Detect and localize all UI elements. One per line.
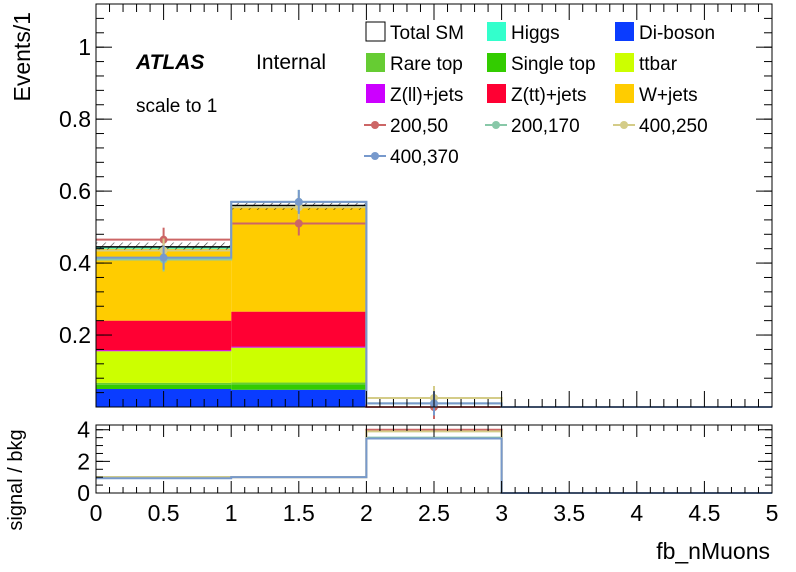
stack-bar-ttbar-bin-0 [96, 351, 232, 383]
signal-400-370-point-0 [159, 253, 168, 262]
ratio-ytick-label-4: 4 [77, 417, 90, 443]
signal-400-370-point-1 [294, 197, 303, 206]
atlas-label: ATLAS [135, 51, 204, 74]
legend-label-z-ll-jets: Z(ll)+jets [390, 85, 463, 106]
legend-label-400-370: 400,370 [390, 147, 459, 168]
legend-swatch-z-ll-jets [366, 84, 385, 103]
legend-label-higgs: Higgs [511, 23, 560, 44]
normalization-note: scale to 1 [136, 96, 217, 117]
main-ytick-label-0.8: 0.8 [59, 106, 91, 132]
legend-label-rare-top: Rare top [390, 54, 463, 75]
main-ytick-label-1: 1 [78, 34, 91, 60]
main-y-axis-label: Events/1 [9, 12, 35, 102]
main-panel: 0.2 0.4 0.6 0.8 1 [59, 3, 773, 419]
legend-label-ttbar: ttbar [639, 54, 678, 75]
legend-swatch-marker-200-50 [371, 121, 379, 129]
legend-swatch-rare-top [366, 53, 385, 72]
signal-200-50-point-1 [294, 219, 303, 228]
legend-label-400-250: 400,250 [639, 116, 708, 137]
ratio-xtick-label-4: 4 [630, 500, 643, 526]
ratio-ytick-label-0: 0 [77, 480, 90, 506]
legend-swatch-single-top [487, 53, 506, 72]
legend-label-200-170: 200,170 [511, 116, 580, 137]
ratio-ytick-label-2: 2 [77, 448, 90, 474]
legend-swatch-marker-400-370 [371, 152, 379, 160]
x-axis-label: fb_nMuons [656, 538, 770, 564]
legend-label-di-boson: Di-boson [639, 23, 715, 44]
stack-bar-ttbar-bin-1 [231, 347, 367, 383]
legend-swatch-z-tt-jets [487, 84, 506, 103]
legend: Total SM Higgs Di-boson Rare top Single top t… [364, 21, 715, 168]
ratio-xtick-label-3.5: 3.5 [553, 500, 585, 526]
legend-label-w-jets: W+jets [639, 85, 698, 106]
legend-label-total-sm: Total SM [390, 23, 464, 44]
main-ytick-label-0.6: 0.6 [59, 178, 91, 204]
legend-swatch-marker-400-250 [620, 121, 628, 129]
ratio-xtick-label-5: 5 [766, 500, 779, 526]
ratio-xtick-label-4.5: 4.5 [688, 500, 720, 526]
ratio-xtick-label-1.5: 1.5 [283, 500, 315, 526]
legend-label-z-tt-jets: Z(tt)+jets [511, 85, 586, 106]
ratio-xtick-label-2: 2 [360, 500, 373, 526]
legend-swatch-di-boson [615, 22, 634, 41]
legend-label-200-50: 200,50 [390, 116, 448, 137]
ratio-xtick-label-2.5: 2.5 [418, 500, 450, 526]
stack-bar-z-tt-jets-bin-1 [231, 311, 367, 347]
legend-swatch-ttbar [615, 53, 634, 72]
stack-bar-z-ll-jets-bin-1 [231, 346, 367, 348]
ratio-y-axis-label: signal / bkg [5, 429, 27, 530]
ratio-xtick-label-0.5: 0.5 [148, 500, 180, 526]
stack-bar-z-ll-jets-bin-0 [96, 350, 232, 352]
stack-bar-z-tt-jets-bin-0 [96, 320, 232, 351]
stack-bar-single-top-bin-0 [96, 384, 232, 390]
stack-bar-rare-top-bin-1 [231, 382, 367, 385]
stack-bar-rare-top-bin-0 [96, 382, 232, 385]
ratio-xtick-label-1: 1 [225, 500, 238, 526]
legend-swatch-higgs [487, 22, 506, 41]
main-ytick-label-0.2: 0.2 [59, 322, 91, 348]
legend-swatch-total-sm [365, 21, 386, 42]
main-ytick-label-0.4: 0.4 [59, 250, 91, 276]
legend-label-single-top: Single top [511, 54, 596, 75]
ratio-xtick-label-0: 0 [90, 500, 103, 526]
legend-swatch-w-jets [615, 84, 634, 103]
stack-bar-single-top-bin-1 [231, 384, 367, 390]
atlas-status: Internal [256, 51, 326, 74]
legend-swatch-marker-200-170 [492, 121, 500, 129]
ratio-xtick-label-3: 3 [495, 500, 508, 526]
